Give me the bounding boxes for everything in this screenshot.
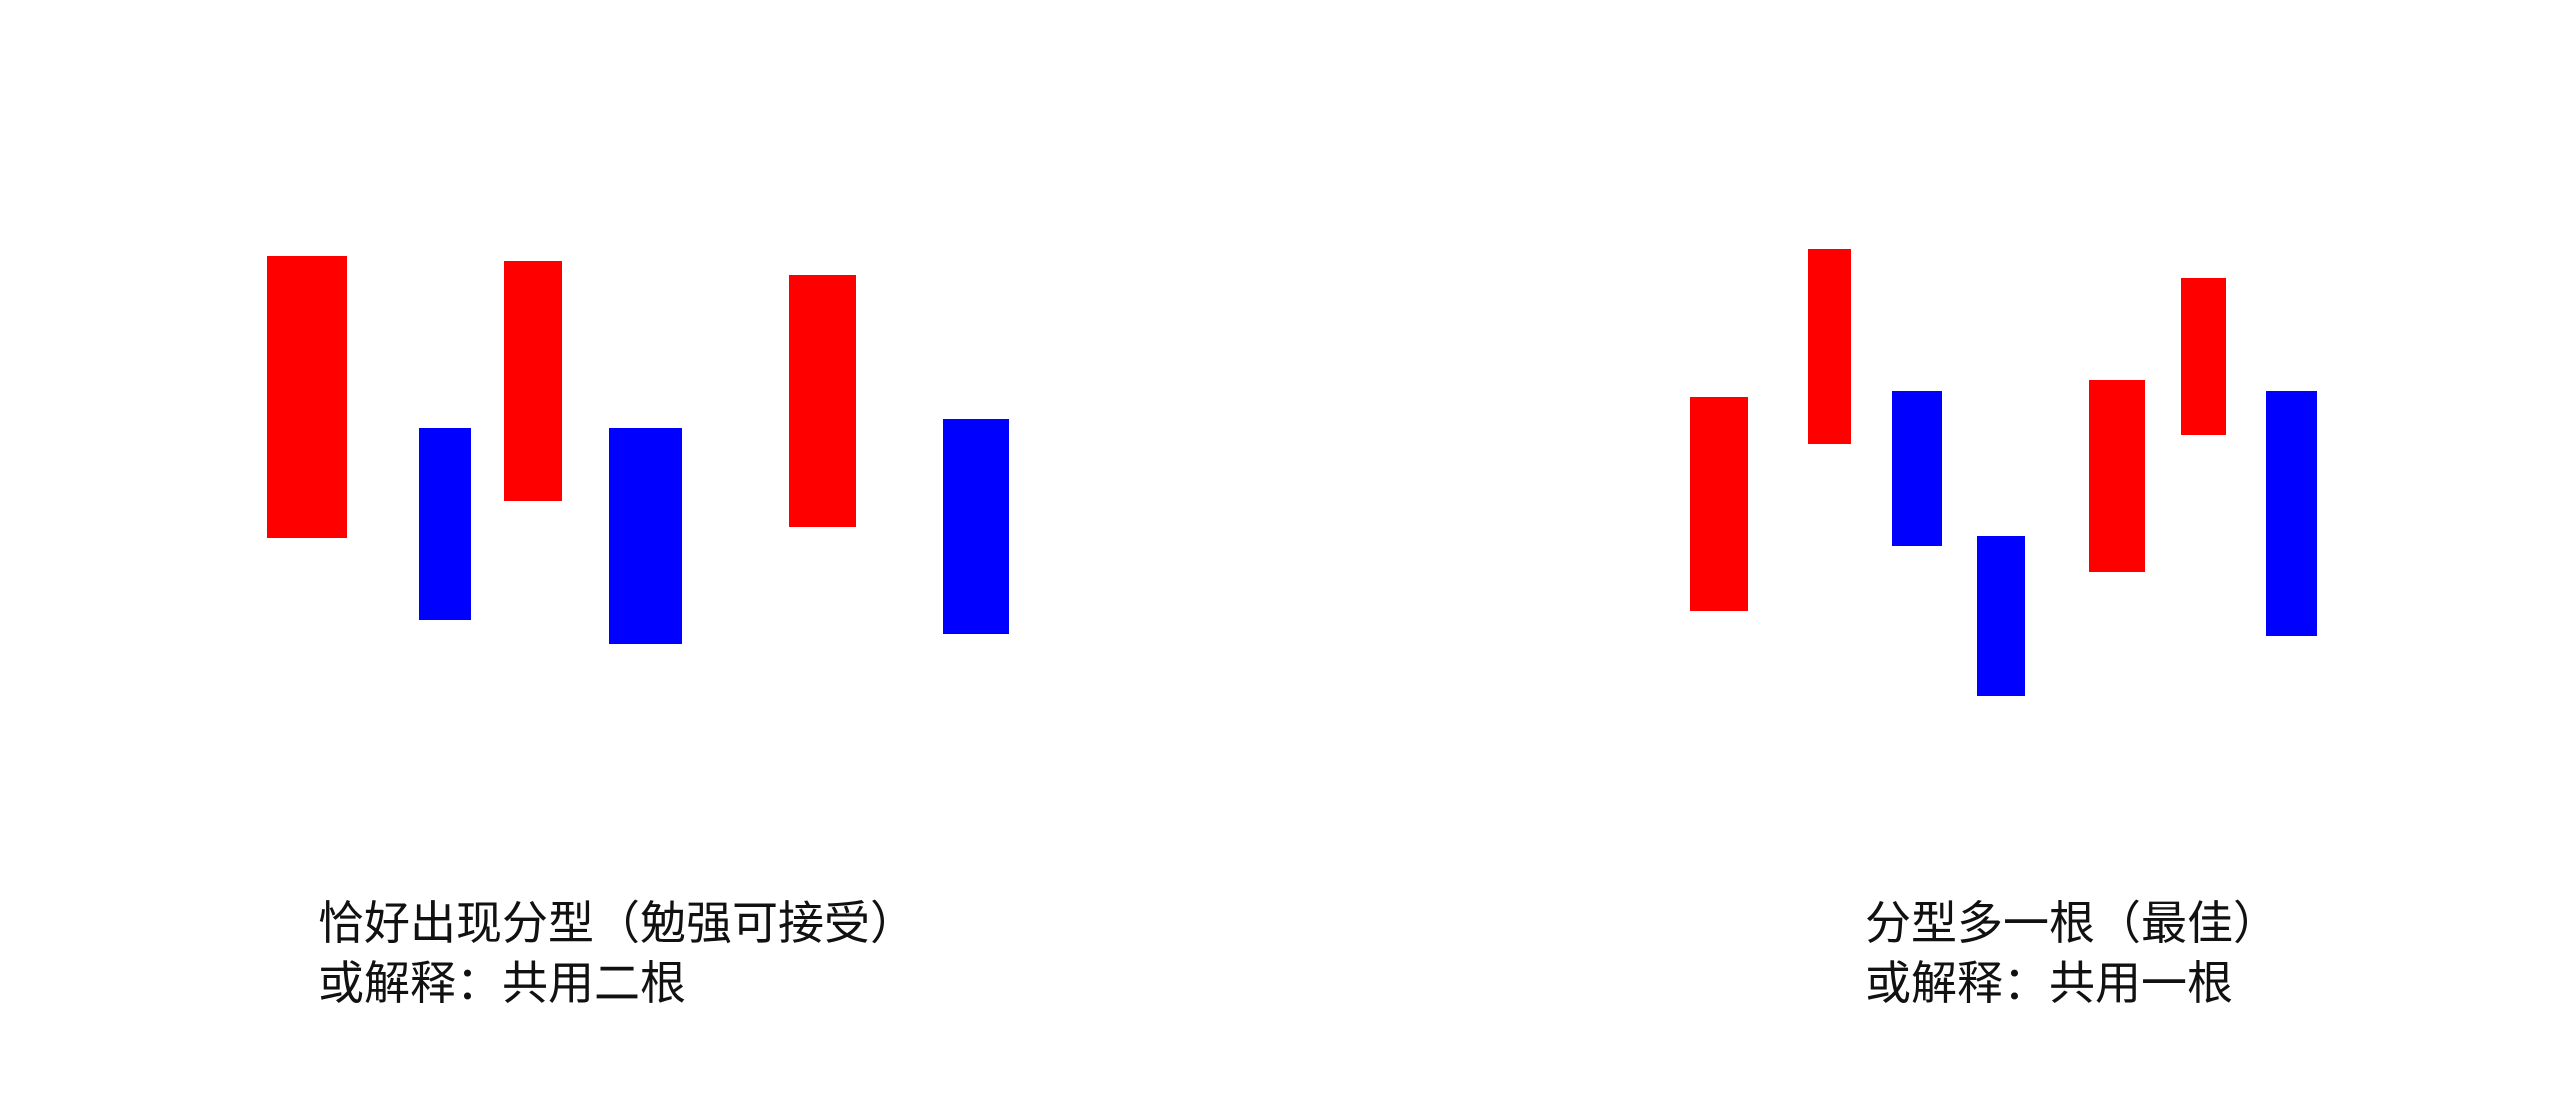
right-diagram-panel: 分型多一根（最佳） 或解释：共用一根	[1280, 0, 2560, 1116]
bar-red-2	[1808, 249, 1851, 444]
bar-blue-1	[419, 428, 471, 620]
right-caption-line-1: 分型多一根（最佳）	[1865, 896, 2279, 950]
bar-blue-1	[1892, 391, 1942, 546]
left-caption-line-2: 或解释：共用二根	[318, 956, 686, 1010]
bar-red-3	[2089, 380, 2145, 572]
bar-red-3	[789, 275, 856, 527]
right-caption-line-2: 或解释：共用一根	[1865, 956, 2233, 1010]
left-diagram-panel: 恰好出现分型（勉强可接受） 或解释：共用二根	[267, 256, 1009, 1013]
bar-red-2	[504, 261, 562, 501]
right-caption: 分型多一根（最佳） 或解释：共用一根	[1865, 893, 2279, 1013]
bar-red-1	[267, 256, 347, 538]
bar-blue-3	[2266, 391, 2317, 636]
bar-red-1	[1690, 397, 1748, 611]
bar-blue-2	[609, 428, 682, 644]
bar-blue-3	[943, 419, 1009, 634]
left-caption: 恰好出现分型（勉强可接受） 或解释：共用二根	[318, 893, 916, 1013]
bar-red-4	[2181, 278, 2226, 435]
left-caption-line-1: 恰好出现分型（勉强可接受）	[318, 896, 916, 950]
bar-blue-2	[1977, 536, 2025, 696]
